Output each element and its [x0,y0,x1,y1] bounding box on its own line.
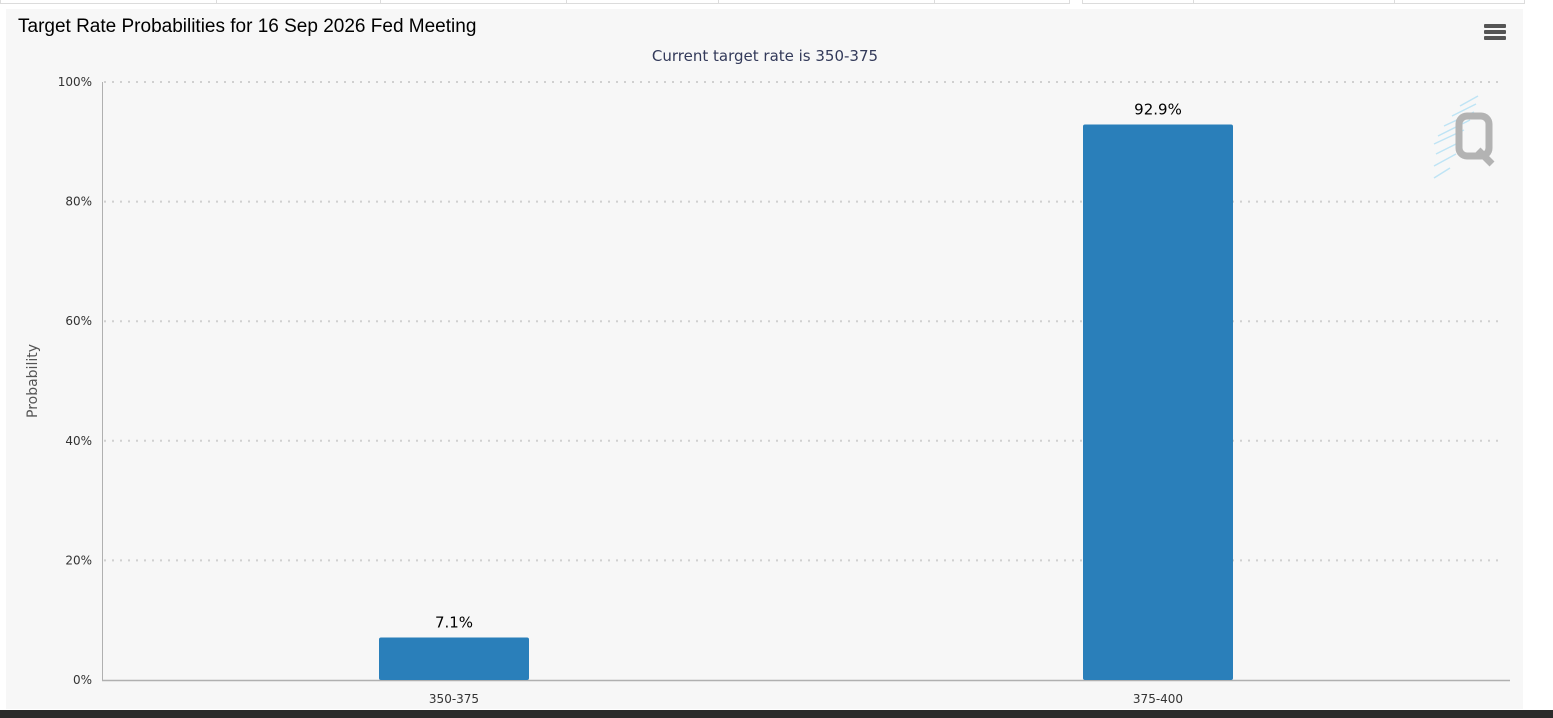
table-cell [1394,0,1525,4]
bar-350-375 [379,637,529,680]
axes [102,82,1510,682]
y-tick-label: 0% [73,673,92,687]
hamburger-menu-icon [1484,30,1506,34]
bars [379,124,1233,680]
table-cell [566,0,719,4]
chart-panel [6,9,1523,709]
y-tick-label: 20% [65,553,92,567]
data-label: 92.9% [1134,100,1182,118]
gridlines [104,81,1504,562]
table-cell [216,0,381,4]
table-cell [1082,0,1194,4]
window-bottom-border [0,710,1553,718]
table-cell [0,0,217,4]
chart-menu-button[interactable] [1482,22,1508,42]
x-tick-label: 375-400 [1133,692,1183,706]
y-tick-label: 60% [65,314,92,328]
y-tick-label: 40% [65,434,92,448]
table-cell [934,0,1070,4]
x-tick-label: 350-375 [429,692,479,706]
table-edge-remnant [0,0,1553,4]
hamburger-menu-icon [1484,36,1506,40]
bar-375-400 [1083,124,1233,680]
hamburger-menu-icon [1484,24,1506,28]
y-tick-label: 100% [58,75,92,89]
y-axis-title: Probability [25,344,41,418]
quikstrike-q-logo-icon [1433,95,1495,179]
chart-subtitle: Current target rate is 350-375 [651,47,879,65]
table-cell [1193,0,1395,4]
labels: 0% 20% 40% 60% 80% 100% Probability 7.1% 350-375… [25,75,1183,706]
table-cell [718,0,935,4]
y-tick-label: 80% [65,195,92,209]
chart-title: Target Rate Probabilities for 16 Sep 202… [18,16,477,37]
table-cell [380,0,567,4]
data-label: 7.1% [435,614,473,632]
